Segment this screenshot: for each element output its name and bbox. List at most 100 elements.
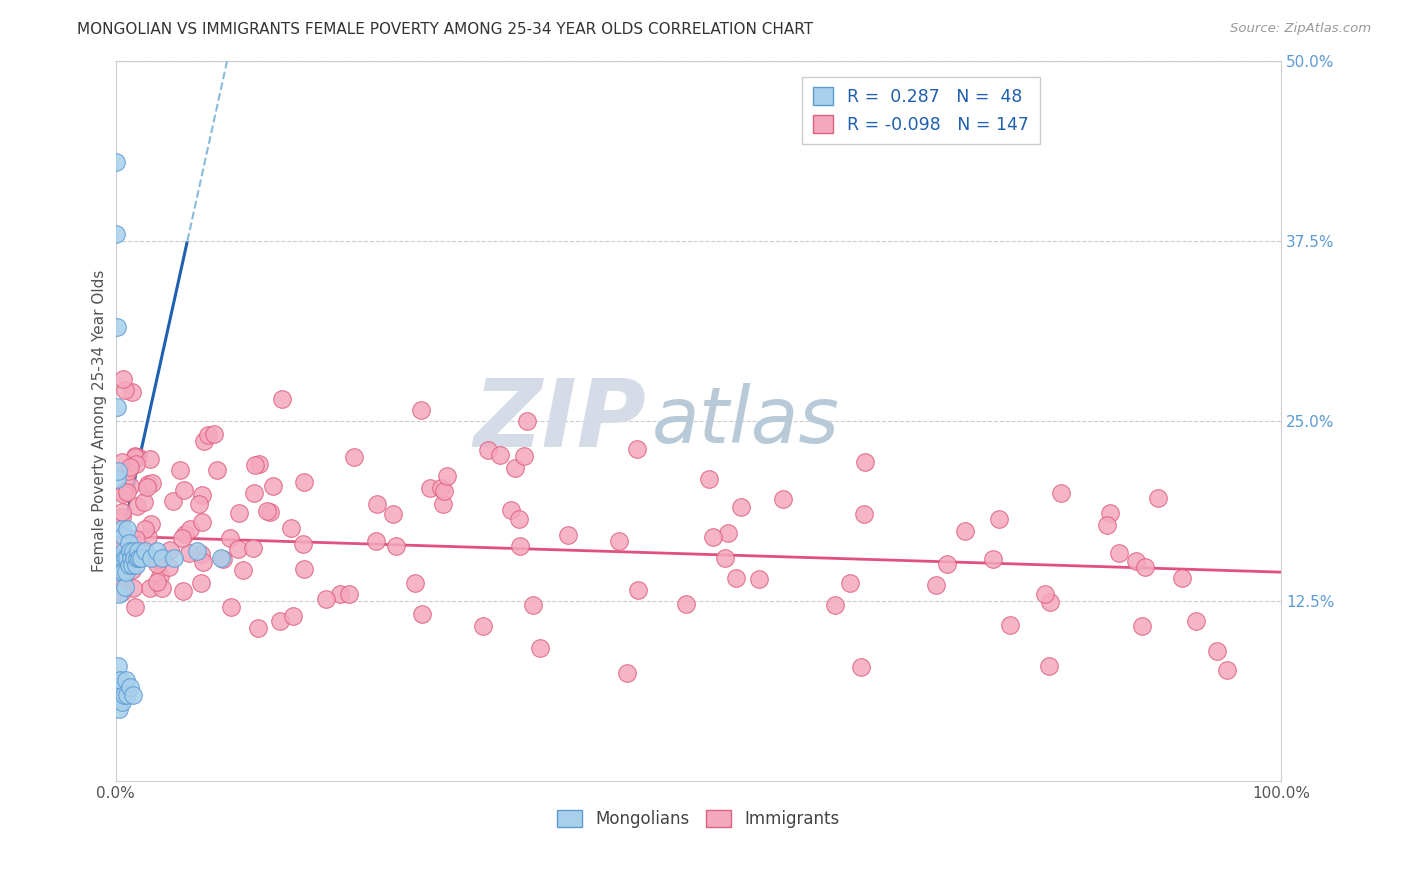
Point [117, 688, 139, 702]
Point [987, 511, 1010, 525]
Point [118, 479, 141, 493]
Legend: Mongolians, Immigrants: Mongolians, Immigrants [551, 804, 846, 835]
Point [925, 578, 948, 592]
Point [112, 688, 135, 702]
Point [522, 598, 544, 612]
Point [382, 508, 405, 522]
Point [108, 702, 131, 716]
Point [501, 503, 523, 517]
Point [513, 449, 536, 463]
Point [197, 428, 219, 442]
Point [936, 557, 959, 571]
Point [292, 475, 315, 490]
Point [117, 484, 139, 499]
Point [1033, 587, 1056, 601]
Point [110, 673, 132, 687]
Point [163, 550, 186, 565]
Point [1206, 644, 1229, 658]
Point [139, 550, 162, 565]
Point [190, 547, 212, 561]
Point [114, 384, 136, 398]
Point [1095, 518, 1118, 533]
Point [146, 575, 169, 590]
Point [111, 505, 134, 519]
Point [108, 550, 131, 565]
Point [114, 485, 136, 500]
Point [329, 587, 352, 601]
Point [477, 442, 499, 457]
Point [124, 449, 146, 463]
Point [366, 534, 388, 549]
Point [283, 609, 305, 624]
Point [205, 463, 228, 477]
Point [111, 550, 134, 565]
Point [134, 543, 156, 558]
Point [105, 472, 128, 486]
Point [509, 539, 531, 553]
Point [132, 494, 155, 508]
Point [114, 580, 136, 594]
Point [138, 451, 160, 466]
Point [145, 543, 167, 558]
Point [139, 517, 162, 532]
Point [981, 551, 1004, 566]
Point [136, 477, 159, 491]
Point [112, 372, 135, 386]
Point [342, 450, 364, 464]
Point [148, 551, 170, 566]
Point [124, 550, 146, 565]
Point [1108, 546, 1130, 560]
Point [228, 506, 250, 520]
Point [714, 551, 737, 566]
Point [315, 591, 337, 606]
Point [118, 543, 141, 558]
Point [607, 534, 630, 549]
Point [1130, 618, 1153, 632]
Point [1171, 571, 1194, 585]
Point [256, 504, 278, 518]
Point [725, 571, 748, 585]
Point [111, 529, 134, 543]
Point [177, 546, 200, 560]
Point [128, 550, 150, 565]
Point [1049, 485, 1071, 500]
Point [179, 522, 201, 536]
Point [121, 558, 143, 572]
Point [1135, 560, 1157, 574]
Point [115, 673, 138, 687]
Point [117, 550, 139, 565]
Point [508, 512, 530, 526]
Point [121, 385, 143, 400]
Text: ZIP: ZIP [474, 375, 647, 467]
Point [125, 499, 148, 513]
Point [516, 414, 538, 428]
Point [127, 543, 149, 558]
Point [193, 434, 215, 449]
Point [134, 522, 156, 536]
Point [117, 464, 139, 478]
Point [219, 531, 242, 545]
Point [292, 536, 315, 550]
Point [159, 543, 181, 558]
Point [122, 688, 145, 702]
Point [219, 599, 242, 614]
Point [243, 458, 266, 472]
Point [162, 494, 184, 508]
Point [824, 598, 846, 612]
Point [1125, 554, 1147, 568]
Point [111, 522, 134, 536]
Point [385, 539, 408, 553]
Point [471, 619, 494, 633]
Point [138, 581, 160, 595]
Point [114, 550, 136, 565]
Point [111, 454, 134, 468]
Point [626, 583, 648, 598]
Point [135, 480, 157, 494]
Text: MONGOLIAN VS IMMIGRANTS FEMALE POVERTY AMONG 25-34 YEAR OLDS CORRELATION CHART: MONGOLIAN VS IMMIGRANTS FEMALE POVERTY A… [77, 22, 814, 37]
Point [503, 461, 526, 475]
Point [1185, 614, 1208, 628]
Point [436, 468, 458, 483]
Point [1147, 491, 1170, 505]
Point [115, 565, 138, 579]
Point [202, 426, 225, 441]
